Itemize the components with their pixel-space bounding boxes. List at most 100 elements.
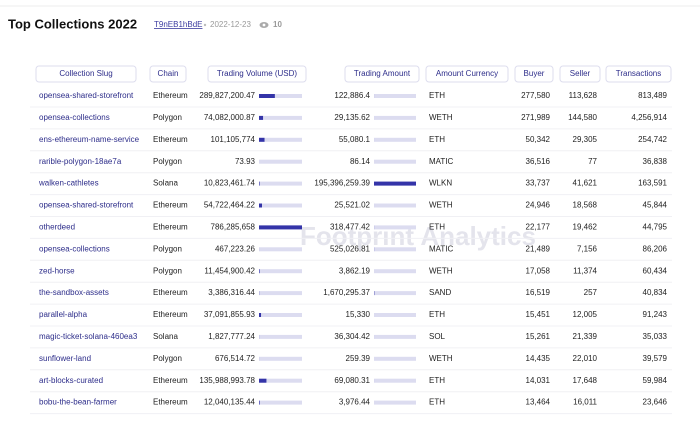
cell: Polygon bbox=[153, 354, 182, 363]
bar-track bbox=[374, 94, 416, 98]
bar-track bbox=[259, 291, 302, 296]
cell: 74,082,000.87 bbox=[204, 113, 256, 122]
cell: 36,516 bbox=[526, 157, 551, 166]
cell: Ethereum bbox=[153, 91, 188, 100]
column-header: Amount Currency bbox=[436, 69, 498, 78]
cell: ETH bbox=[429, 135, 445, 144]
cell: 254,742 bbox=[638, 135, 667, 144]
cell: 40,834 bbox=[643, 288, 668, 297]
bar-track bbox=[259, 203, 302, 208]
bar-track bbox=[259, 334, 302, 339]
cell: 69,080.31 bbox=[334, 376, 370, 385]
cell: Polygon bbox=[153, 266, 182, 275]
cell: 3,386,316.44 bbox=[208, 288, 255, 297]
cell: the-sandbox-assets bbox=[39, 288, 109, 297]
date: 2022-12-23 bbox=[210, 20, 251, 29]
cell: 33,737 bbox=[526, 179, 551, 188]
cell: 525,026.81 bbox=[330, 244, 371, 253]
cell: 77 bbox=[588, 157, 597, 166]
cell: 36,838 bbox=[643, 157, 668, 166]
cell: 44,795 bbox=[643, 223, 668, 232]
cell: Ethereum bbox=[153, 376, 188, 385]
cell: 144,580 bbox=[568, 113, 597, 122]
bar-track bbox=[259, 400, 302, 405]
cell: 12,040,135.44 bbox=[204, 398, 256, 407]
author[interactable]: T9nEB1hBdE bbox=[154, 20, 202, 29]
cell: 54,722,464.22 bbox=[204, 201, 256, 210]
bar-track bbox=[374, 247, 416, 252]
column-header-box bbox=[344, 65, 420, 83]
bar bbox=[259, 400, 260, 405]
cell: 15,330 bbox=[346, 310, 371, 319]
cell: opensea-shared-storefront bbox=[39, 91, 134, 100]
cell: 259.39 bbox=[346, 354, 371, 363]
cell: Solana bbox=[153, 332, 178, 341]
bar bbox=[259, 203, 262, 208]
cell: Ethereum bbox=[153, 223, 188, 232]
cell: 21,489 bbox=[526, 244, 551, 253]
cell: ETH bbox=[429, 310, 445, 319]
cell: 15,261 bbox=[526, 332, 551, 341]
cell: 18,568 bbox=[573, 201, 598, 210]
cell: ETH bbox=[429, 223, 445, 232]
cell: 1,670,295.37 bbox=[323, 288, 370, 297]
cell: 14,031 bbox=[526, 376, 551, 385]
bar-track bbox=[259, 94, 302, 98]
cell: bobu-the-bean-farmer bbox=[39, 398, 117, 407]
cell: otherdeed bbox=[39, 223, 75, 232]
cell: opensea-collections bbox=[39, 244, 110, 253]
cell: 73.93 bbox=[235, 157, 256, 166]
cell: WETH bbox=[429, 201, 453, 210]
cell: 25,521.02 bbox=[334, 201, 370, 210]
cell: MATIC bbox=[429, 244, 454, 253]
bar-track bbox=[374, 159, 416, 164]
bar-track bbox=[374, 291, 416, 296]
cell: ETH bbox=[429, 376, 445, 385]
cell: Polygon bbox=[153, 113, 182, 122]
bar-track bbox=[259, 356, 302, 361]
cell: WETH bbox=[429, 113, 453, 122]
cell: 41,621 bbox=[573, 179, 598, 188]
cell: Polygon bbox=[153, 157, 182, 166]
bar bbox=[259, 115, 264, 120]
bar-track bbox=[374, 225, 416, 230]
cell: Polygon bbox=[153, 244, 182, 253]
bar-track bbox=[259, 269, 302, 274]
bar bbox=[259, 269, 260, 274]
column-header: Buyer bbox=[524, 69, 545, 78]
cell: rarible-polygon-18ae7a bbox=[39, 157, 122, 166]
cell: 21,339 bbox=[573, 332, 598, 341]
cell: 91,243 bbox=[643, 310, 668, 319]
column-header: Trading Volume (USD) bbox=[217, 69, 298, 78]
cell: 10,823,461.74 bbox=[204, 179, 256, 188]
bar-track bbox=[374, 203, 416, 208]
cell: parallel-alpha bbox=[39, 310, 88, 319]
cell: 86,206 bbox=[643, 244, 668, 253]
cell: 19,462 bbox=[573, 223, 598, 232]
eye-icon bbox=[259, 22, 269, 28]
cell: 813,489 bbox=[638, 91, 667, 100]
separator bbox=[203, 23, 207, 27]
cell: 16,011 bbox=[573, 398, 597, 407]
cell: 12,005 bbox=[573, 310, 598, 319]
cell: 3,862.19 bbox=[339, 266, 371, 275]
cell: opensea-collections bbox=[39, 113, 110, 122]
cell: 4,256,914 bbox=[631, 113, 667, 122]
cell: 36,304.42 bbox=[334, 332, 370, 341]
column-header-box bbox=[514, 65, 554, 83]
cell: ens-ethereum-name-service bbox=[39, 135, 140, 144]
cell: 11,454,900.42 bbox=[204, 266, 255, 275]
bar-track bbox=[259, 181, 302, 186]
cell: 45,844 bbox=[643, 201, 668, 210]
cell: 14,435 bbox=[526, 354, 551, 363]
cell: 23,646 bbox=[643, 398, 668, 407]
cell: 29,135.62 bbox=[334, 113, 370, 122]
cell: 60,434 bbox=[643, 266, 668, 275]
cell: 113,628 bbox=[569, 91, 598, 100]
cell: ETH bbox=[429, 91, 445, 100]
bar bbox=[259, 225, 302, 230]
column-header-box bbox=[425, 65, 509, 83]
column-header-box bbox=[149, 65, 187, 83]
cell: Ethereum bbox=[153, 310, 188, 319]
cell: 37,091,855.93 bbox=[204, 310, 256, 319]
